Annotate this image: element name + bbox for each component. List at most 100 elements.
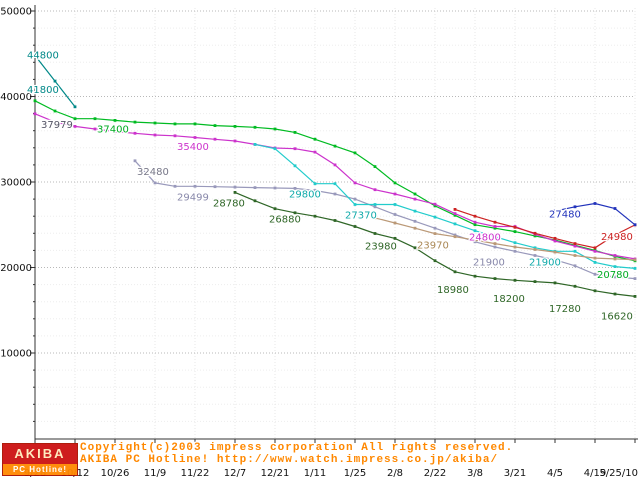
x-tick-label: 3/8 xyxy=(467,468,483,479)
series-gray-point xyxy=(533,254,537,257)
site-url-line: AKIBA PC Hotline! http://www.watch.impre… xyxy=(80,454,499,466)
series-magenta-point xyxy=(593,249,597,253)
series-cyan-point xyxy=(293,164,297,168)
price-label: 35400 xyxy=(177,142,209,153)
series-green-point xyxy=(533,234,537,238)
series-green-point xyxy=(513,230,517,233)
series-cyan-point xyxy=(513,241,517,245)
series-cyan-point xyxy=(313,182,317,186)
x-tick-label: 4/19 xyxy=(584,468,606,479)
x-tick-label: 11/22 xyxy=(181,468,210,479)
price-label: 23980 xyxy=(365,242,397,253)
series-cyan-point xyxy=(333,182,337,186)
series-cyan-point xyxy=(433,215,437,219)
x-tick-label: 12/21 xyxy=(261,468,290,479)
series-green-point xyxy=(73,117,77,121)
series-magenta-point xyxy=(573,244,577,248)
series-olive-point xyxy=(553,281,557,285)
price-label: 18200 xyxy=(493,294,525,305)
price-label: 16620 xyxy=(601,311,633,322)
series-green-point xyxy=(313,137,317,141)
series-green-point xyxy=(33,99,37,103)
akiba-logo-text: AKIBA xyxy=(3,444,77,464)
series-gray-point xyxy=(413,219,417,223)
series-teal-point xyxy=(73,105,77,109)
series-olive-point xyxy=(373,232,377,235)
series-gray-point xyxy=(333,192,337,196)
series-magenta-point xyxy=(293,147,297,151)
series-magenta-point xyxy=(73,125,77,128)
price-label: 27480 xyxy=(549,210,581,221)
series-teal-point xyxy=(33,54,37,57)
x-tick-label: 1/11 xyxy=(304,468,326,479)
price-label: 23970 xyxy=(417,241,449,252)
price-label: 29800 xyxy=(289,190,321,201)
series-red-point xyxy=(533,231,537,235)
series-magenta-point xyxy=(333,163,337,167)
series-green-point xyxy=(133,120,137,124)
series-cyan-point xyxy=(593,261,597,264)
series-tan-point xyxy=(473,238,477,242)
series-olive-point xyxy=(473,274,477,278)
x-tick-label: 4/5 xyxy=(547,468,563,479)
x-tick-label: 10/26 xyxy=(101,468,130,479)
series-green-point xyxy=(293,131,297,134)
series-red-point xyxy=(553,237,557,240)
series-tan-point xyxy=(613,257,617,261)
series-blue-point xyxy=(553,209,557,213)
y-tick-label: 10000 xyxy=(0,349,32,360)
price-label: 24800 xyxy=(469,233,501,244)
series-cyan-point xyxy=(573,249,577,253)
series-olive-point xyxy=(513,278,517,282)
series-magenta-point xyxy=(373,188,377,192)
series-olive-point xyxy=(613,292,617,296)
series-red-line xyxy=(454,208,636,249)
series-green-point xyxy=(53,109,57,113)
series-magenta-point xyxy=(553,239,557,243)
series-gray-point xyxy=(293,187,297,190)
series-green-point xyxy=(253,125,257,129)
series-green-point xyxy=(93,117,97,121)
series-magenta-point xyxy=(93,127,97,131)
series-olive-point xyxy=(433,259,437,263)
series-green-point xyxy=(473,223,477,227)
series-olive-point xyxy=(233,191,237,194)
series-magenta-point xyxy=(413,197,417,201)
series-green-point xyxy=(193,122,197,126)
series-cyan-point xyxy=(453,222,457,226)
series-magenta-point xyxy=(193,136,197,139)
series-cyan-point xyxy=(493,235,497,239)
series-olive-point xyxy=(333,219,337,222)
series-gray-point xyxy=(213,185,217,189)
x-tick-label: 2/22 xyxy=(424,468,446,479)
series-tan-point xyxy=(553,250,557,254)
series-tan-point xyxy=(533,248,537,251)
y-tick-label: 50000 xyxy=(0,7,32,18)
series-olive-point xyxy=(573,284,577,288)
series-gray-point xyxy=(553,258,557,262)
x-tick-label: 2/8 xyxy=(387,468,403,479)
series-gray-point xyxy=(593,272,597,276)
series-tan-point xyxy=(373,216,377,220)
series-red-point xyxy=(513,225,517,229)
series-blue-point xyxy=(633,223,637,227)
series-green-point xyxy=(493,226,497,230)
series-gray-point xyxy=(633,277,637,280)
series-cyan-point xyxy=(353,203,357,206)
series-blue-point xyxy=(613,207,617,210)
x-tick-label: 5/25/10 xyxy=(599,468,638,479)
akiba-logo: AKIBA PC Hotline! xyxy=(2,443,78,476)
series-magenta-point xyxy=(213,137,217,141)
series-gray-point xyxy=(273,186,277,190)
series-gray-line xyxy=(134,160,636,280)
series-magenta-point xyxy=(453,212,457,215)
price-label: 37979 xyxy=(41,120,73,131)
series-gray-point xyxy=(513,249,517,253)
series-tan-point xyxy=(513,245,517,249)
series-cyan-point xyxy=(253,143,257,146)
series-green-point xyxy=(353,151,357,155)
series-cyan-point xyxy=(393,203,397,206)
series-magenta-point xyxy=(473,220,477,224)
